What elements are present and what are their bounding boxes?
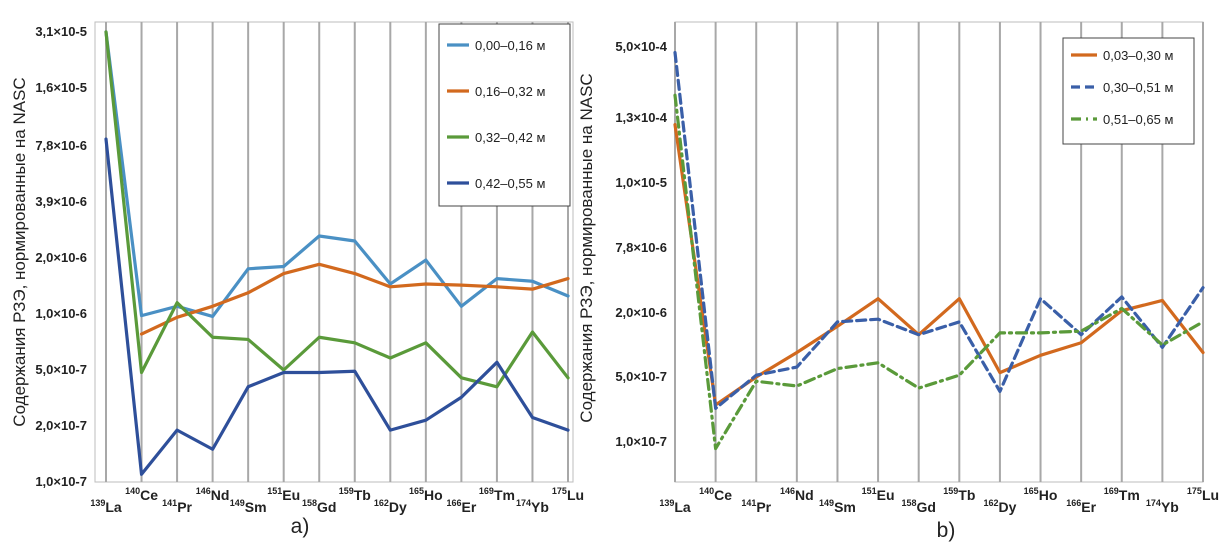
x-tick-label-a-nd: 146Nd (196, 486, 230, 503)
series-line-b-2 (673, 93, 1205, 451)
series-line-b-0 (673, 123, 1205, 407)
x-tick-label-b-nd: 146Nd (780, 486, 814, 503)
x-tick-label-a-pr: 141Pr (162, 498, 192, 515)
series-line-a-1 (139, 262, 570, 336)
x-tick-label-a-eu: 151Eu (267, 486, 300, 503)
y-tick-label-b-4: 1,0×10-5 (615, 175, 667, 190)
legend-a: 0,00–0,16 м 0,16–0,32 м 0,32–0,42 м 0,42–0,… (438, 23, 571, 207)
x-tick-label-b-lu: 175Lu (1187, 486, 1219, 503)
x-tick-label-b-er: 166Er (1066, 498, 1096, 515)
legend-label-a-0: 0,00–0,16 м (475, 38, 545, 53)
y-tick-label-a-1: 2,0×10-7 (35, 418, 87, 433)
y-tick-label-a-7: 1,6×10-5 (35, 80, 87, 95)
x-tick-label-a-dy: 162Dy (374, 498, 407, 515)
chart-panel-a: 1,0×10-7 2,0×10-7 5,0×10-7 1,0×10-6 2,0×10-6… (10, 21, 584, 538)
y-tick-label-b-0: 1,0×10-7 (615, 434, 667, 449)
y-tick-label-b-3: 7,8×10-6 (615, 240, 667, 255)
legend-label-a-1: 0,16–0,32 м (475, 84, 545, 99)
y-axis-label-b: Содержания РЗЭ, нормированные на NASC (577, 73, 596, 422)
legend-b: 0,03–0,30 м 0,30–0,51 м 0,51–0,65 м (1062, 37, 1195, 145)
x-tick-label-a-er: 166Er (446, 498, 476, 515)
x-tick-label-a-yb: 174Yb (516, 498, 549, 515)
legend-label-b-0: 0,03–0,30 м (1103, 48, 1173, 63)
x-tick-label-a-sm: 149Sm (230, 498, 267, 515)
x-tick-label-a-tb: 159Tb (339, 486, 371, 503)
x-tick-label-a-lu: 175Lu (552, 486, 584, 503)
y-tick-label-b-1: 5,0×10-7 (615, 369, 667, 384)
legend-label-b-2: 0,51–0,65 м (1103, 112, 1173, 127)
series-line-a-2 (104, 30, 570, 389)
x-tick-label-b-ho: 165Ho (1024, 486, 1058, 503)
x-tick-label-b-ce: 140Ce (699, 486, 732, 503)
legend-box-a (438, 23, 571, 207)
y-tick-label-b-5: 1,3×10-4 (615, 110, 667, 125)
panel-caption-a: a) (291, 515, 310, 538)
panel-caption-b: b) (937, 519, 956, 542)
legend-label-a-2: 0,32–0,42 м (475, 130, 545, 145)
x-tick-labels-b: 139La 140Ce 141Pr 146Nd 149Sm 151Eu 158Gd 159Tb… (659, 486, 1219, 515)
y-tick-label-a-0: 1,0×10-7 (35, 474, 87, 489)
x-tick-label-b-tm: 169Tm (1104, 486, 1140, 503)
y-tick-label-b-2: 2,0×10-6 (615, 305, 667, 320)
x-tick-label-a-tm: 169Tm (479, 486, 515, 503)
y-tick-label-a-4: 2,0×10-6 (35, 250, 87, 265)
x-tick-label-b-tb: 159Tb (943, 486, 975, 503)
chart-panel-b: 1,0×10-7 5,0×10-7 2,0×10-6 7,8×10-6 1,0×10-5… (577, 21, 1219, 542)
series-line-a-3 (104, 137, 570, 476)
series-group-b (673, 50, 1205, 451)
x-tick-label-b-gd: 158Gd (901, 498, 935, 515)
x-tick-label-b-la: 139La (659, 498, 691, 515)
x-tick-label-b-sm: 149Sm (819, 498, 856, 515)
y-axis-label-a: Содержания РЗЭ, нормированные на NASC (10, 77, 29, 426)
y-tick-label-a-3: 1,0×10-6 (35, 306, 87, 321)
y-tick-label-a-6: 7,8×10-6 (35, 138, 87, 153)
x-tick-label-b-dy: 162Dy (983, 498, 1016, 515)
series-line-b-1 (673, 50, 1205, 410)
y-tick-label-b-6: 5,0×10-4 (615, 39, 667, 54)
legend-label-a-3: 0,42–0,55 м (475, 176, 545, 191)
x-tick-label-a-gd: 158Gd (302, 498, 336, 515)
x-tick-label-a-ce: 140Ce (125, 486, 158, 503)
y-tick-labels-a: 1,0×10-7 2,0×10-7 5,0×10-7 1,0×10-6 2,0×10-6… (35, 24, 87, 489)
x-tick-label-a-ho: 165Ho (409, 486, 443, 503)
gridlines-b (674, 22, 1204, 482)
x-tick-label-a-la: 139La (90, 498, 122, 515)
x-tick-label-b-pr: 141Pr (741, 498, 771, 515)
legend-label-b-1: 0,30–0,51 м (1103, 80, 1173, 95)
y-tick-label-a-2: 5,0×10-7 (35, 362, 87, 377)
y-tick-label-a-5: 3,9×10-6 (35, 194, 87, 209)
y-tick-labels-b: 1,0×10-7 5,0×10-7 2,0×10-6 7,8×10-6 1,0×10-5… (615, 39, 667, 449)
x-tick-label-b-eu: 151Eu (862, 486, 895, 503)
x-tick-label-b-yb: 174Yb (1146, 498, 1179, 515)
y-tick-label-a-8: 3,1×10-5 (35, 24, 87, 39)
series-group-a (104, 30, 570, 476)
